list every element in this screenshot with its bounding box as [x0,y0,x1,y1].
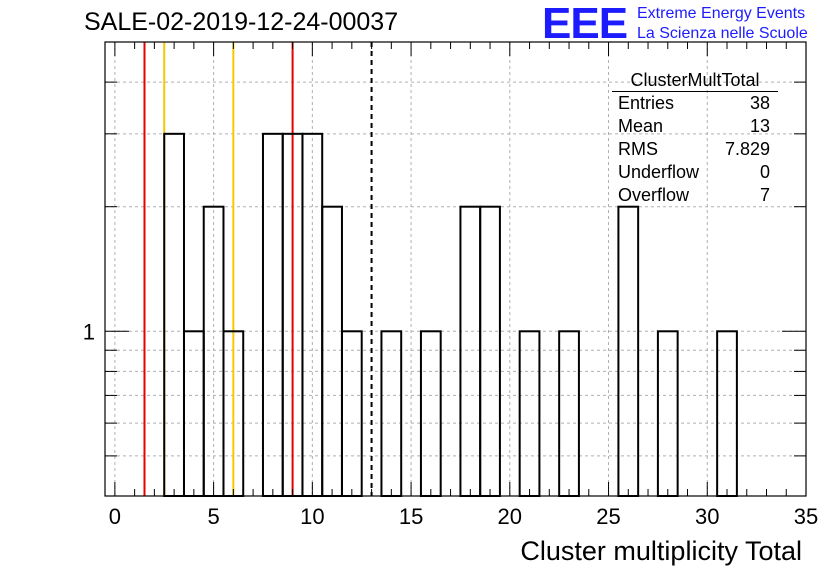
stats-label: RMS [618,139,658,159]
stats-row: Overflow 7 [612,184,778,207]
stats-value: 7 [759,185,770,205]
eee-logo-text: Extreme Energy Events La Scienza nelle S… [637,4,808,44]
histogram-bar [340,330,363,497]
histogram-bar [656,330,679,497]
stats-value: 0 [759,162,770,182]
histogram-bar [617,205,640,497]
histogram-bar [321,205,343,497]
eee-logo-line1: Extreme Energy Events [637,5,806,22]
stats-box: ClusterMultTotal Entries 38 Mean 13 RMS 7.8… [612,70,778,207]
x-tick-label: 15 [399,504,423,529]
x-tick-label: 0 [109,504,121,529]
y-tick-label: 1 [83,319,95,344]
histogram-bar [380,330,403,497]
histogram-title: SALE-02-2019-12-24-00037 [84,8,399,36]
stats-row: Underflow 0 [612,161,778,184]
x-tick-label: 10 [300,504,324,529]
plot-frame [104,41,807,497]
x-tick-label: 5 [207,504,219,529]
stats-value: 7.829 [724,139,770,159]
histogram-bar [261,132,284,498]
histogram-bar [558,330,580,497]
stats-value: 38 [749,93,770,113]
histogram-bar [163,132,185,498]
x-tick-label: 20 [498,504,522,529]
histogram-bar [479,205,501,497]
eee-logo-line2: La Scienza nelle Scuole [637,25,808,42]
stats-value: 13 [749,116,770,136]
eee-logo: EEE [542,0,628,48]
x-tick-label: 30 [695,504,719,529]
histogram-bar [182,330,205,497]
histogram-bar [419,330,442,497]
stats-row: Mean 13 [612,115,778,138]
stats-label: Mean [618,116,664,136]
histogram-bar [459,205,482,497]
x-tick-label: 35 [794,504,818,529]
stats-label: Underflow [618,162,700,182]
stats-name: ClusterMultTotal [612,70,778,92]
histogram-bar [716,330,738,497]
x-axis-label: Cluster multiplicity Total [520,536,802,566]
stats-label: Entries [618,93,675,113]
x-tick-label: 25 [596,504,620,529]
stats-label: Overflow [618,185,690,205]
stats-row: Entries 38 [612,92,778,115]
stats-row: RMS 7.829 [612,138,778,161]
histogram-bar [518,330,541,497]
